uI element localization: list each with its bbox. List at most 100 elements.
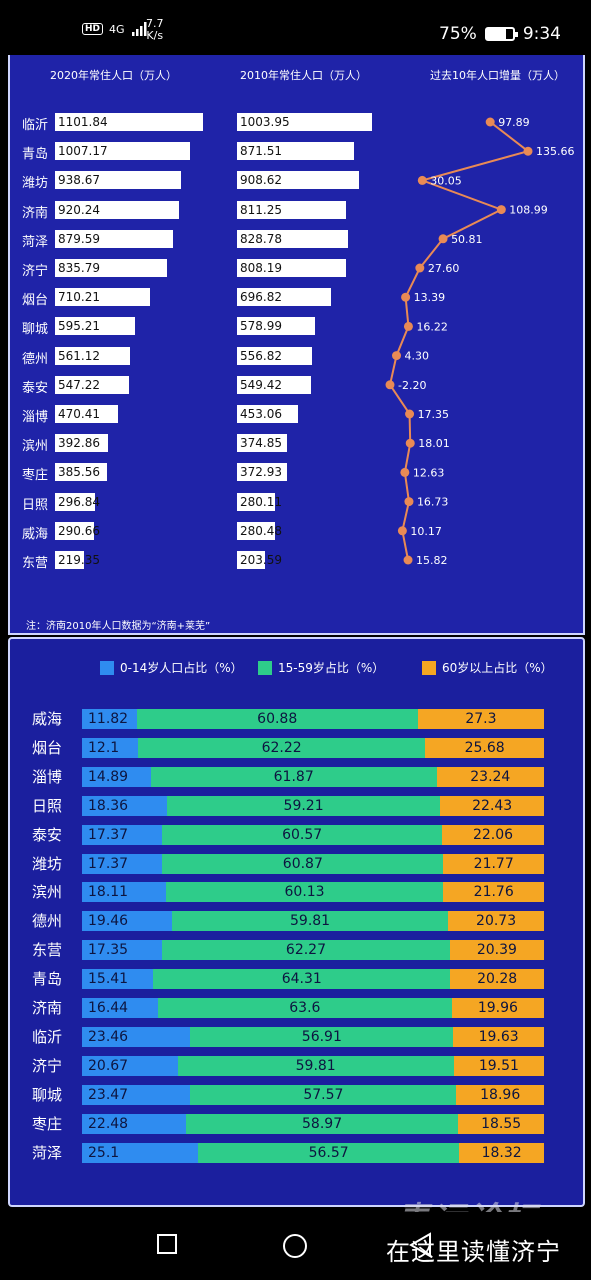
segment-15-59: 62.27 xyxy=(162,940,450,961)
watermark-slogan: 在这里读懂济宁 xyxy=(386,1238,561,1266)
segment-0-14: 18.11 xyxy=(82,882,166,903)
segment-0-14: 20.67 xyxy=(82,1055,178,1076)
age-row: 东营 17.35 62.27 20.39 xyxy=(10,940,587,961)
growth-label: 10.17 xyxy=(410,525,442,538)
segment-60plus: 25.68 xyxy=(425,737,544,758)
bar-2010: 280.48 xyxy=(237,521,282,540)
age-row: 德州 19.46 59.81 20.73 xyxy=(10,911,587,932)
city-label: 德州 xyxy=(22,351,49,367)
bar-2020: 470.41 xyxy=(55,405,119,423)
age-row: 威海 11.82 60.88 27.3 xyxy=(10,709,587,729)
age-row: 菏泽 25.1 56.57 18.32 xyxy=(10,1142,587,1163)
city-label: 泰安 xyxy=(32,825,63,844)
segment-15-59: 60.13 xyxy=(165,882,444,903)
growth-label: 50.81 xyxy=(451,233,483,246)
age-row: 济南 16.44 63.6 19.96 xyxy=(10,998,587,1018)
back-icon[interactable] xyxy=(408,1232,432,1258)
segment-60plus: 20.28 xyxy=(450,969,544,990)
growth-point xyxy=(403,555,413,565)
bar-2010: 696.82 xyxy=(237,288,331,307)
growth-point xyxy=(485,117,495,127)
segment-15-59: 59.21 xyxy=(166,795,441,816)
population-chart-panel: 2020年常住人口（万人） 2010年常住人口（万人） 过去10年人口增量（万人… xyxy=(8,55,585,635)
segment-15-59: 56.57 xyxy=(197,1142,460,1163)
segment-15-59: 59.81 xyxy=(171,911,449,932)
bar-2020: 219.35 xyxy=(55,551,100,569)
age-row: 青岛 15.41 64.31 20.28 xyxy=(10,969,587,990)
city-label: 烟台 xyxy=(32,738,63,757)
city-label: 滨州 xyxy=(22,439,49,455)
growth-point xyxy=(405,409,415,419)
city-label: 菏泽 xyxy=(32,1143,63,1162)
signal-area: HD 4G xyxy=(82,22,149,36)
city-label: 青岛 xyxy=(22,147,49,163)
city-label: 济宁 xyxy=(22,264,49,279)
segment-0-14: 16.44 xyxy=(82,998,158,1018)
city-label: 威海 xyxy=(22,526,49,542)
bar-2010: 549.42 xyxy=(237,375,311,394)
bar-2010: 828.78 xyxy=(237,229,349,248)
footnote: 注：济南2010年人口数据为“济南+莱芜” xyxy=(26,621,211,632)
growth-label: 27.60 xyxy=(428,262,460,275)
age-row: 潍坊 17.37 60.87 21.77 xyxy=(10,853,587,874)
bar-2020: 1007.17 xyxy=(55,142,191,161)
bar-2020: 920.24 xyxy=(55,200,179,219)
legend-label: 15-59岁占比（%） xyxy=(278,661,385,675)
city-label: 东营 xyxy=(32,941,63,960)
segment-15-59: 60.57 xyxy=(162,824,443,845)
segment-60plus: 19.96 xyxy=(451,998,544,1018)
bar-2010: 372.93 xyxy=(237,463,288,482)
city-label: 德州 xyxy=(32,912,63,931)
home-button[interactable] xyxy=(283,1234,307,1258)
segment-60plus: 22.43 xyxy=(440,795,544,816)
city-label: 枣庄 xyxy=(32,1114,63,1133)
growth-label: 12.63 xyxy=(413,466,445,479)
net-speed-value: 7.7 xyxy=(146,17,164,30)
city-label: 日照 xyxy=(32,796,63,815)
net-speed-unit: K/s xyxy=(146,29,164,42)
bar-2010: 808.19 xyxy=(237,259,346,277)
segment-60plus: 21.77 xyxy=(443,853,544,874)
growth-label: -2.20 xyxy=(398,379,426,392)
bar-2010: 578.99 xyxy=(237,317,315,336)
segment-60plus: 18.96 xyxy=(456,1084,544,1105)
city-label: 济南 xyxy=(22,205,49,221)
growth-point xyxy=(404,497,414,507)
bar-2020: 392.86 xyxy=(55,434,108,453)
city-label: 淄博 xyxy=(22,410,49,425)
status-bar: HD 4G 7.7 K/s 75% 9:34 xyxy=(0,0,591,55)
segment-0-14: 22.48 xyxy=(82,1113,186,1134)
city-label: 威海 xyxy=(32,710,63,728)
battery-icon xyxy=(484,27,518,41)
clock: 9:34 xyxy=(522,24,561,44)
status-right: 75% 9:34 xyxy=(439,24,561,44)
recent-apps-button[interactable] xyxy=(157,1234,177,1254)
growth-label: 16.73 xyxy=(417,496,449,509)
segment-15-59: 62.22 xyxy=(137,737,426,758)
growth-point xyxy=(523,146,533,156)
bar-2010: 811.25 xyxy=(237,200,346,219)
segment-15-59: 60.87 xyxy=(162,853,444,874)
bar-2010: 871.51 xyxy=(237,142,355,161)
growth-label: 18.01 xyxy=(418,437,450,450)
segment-60plus: 18.32 xyxy=(459,1142,544,1163)
signal-icon xyxy=(131,22,147,36)
city-label: 烟台 xyxy=(22,293,49,309)
age-row: 烟台 12.1 62.22 25.68 xyxy=(10,737,587,758)
growth-point xyxy=(403,321,413,331)
age-structure-panel: 0-14岁人口占比（%） 15-59岁占比（%） 60岁以上占比（%） 威海 11… xyxy=(8,637,585,1207)
segment-15-59: 64.31 xyxy=(153,969,451,990)
age-row: 济宁 20.67 59.81 19.51 xyxy=(10,1055,587,1076)
header-growth: 过去10年人口增量（万人） xyxy=(430,69,565,82)
growth-point xyxy=(392,351,402,361)
battery-percent: 75% xyxy=(439,24,477,44)
header-2010: 2010年常住人口（万人） xyxy=(240,69,367,82)
city-label: 淄博 xyxy=(32,767,63,786)
segment-0-14: 17.37 xyxy=(82,853,163,874)
bar-2020: 296.84 xyxy=(55,492,100,511)
growth-point xyxy=(401,292,411,302)
segment-0-14: 12.1 xyxy=(82,737,138,758)
city-label: 青岛 xyxy=(32,970,63,989)
segment-15-59: 57.57 xyxy=(190,1084,457,1105)
legend-item-15-59: 15-59岁占比（%） xyxy=(258,659,384,676)
